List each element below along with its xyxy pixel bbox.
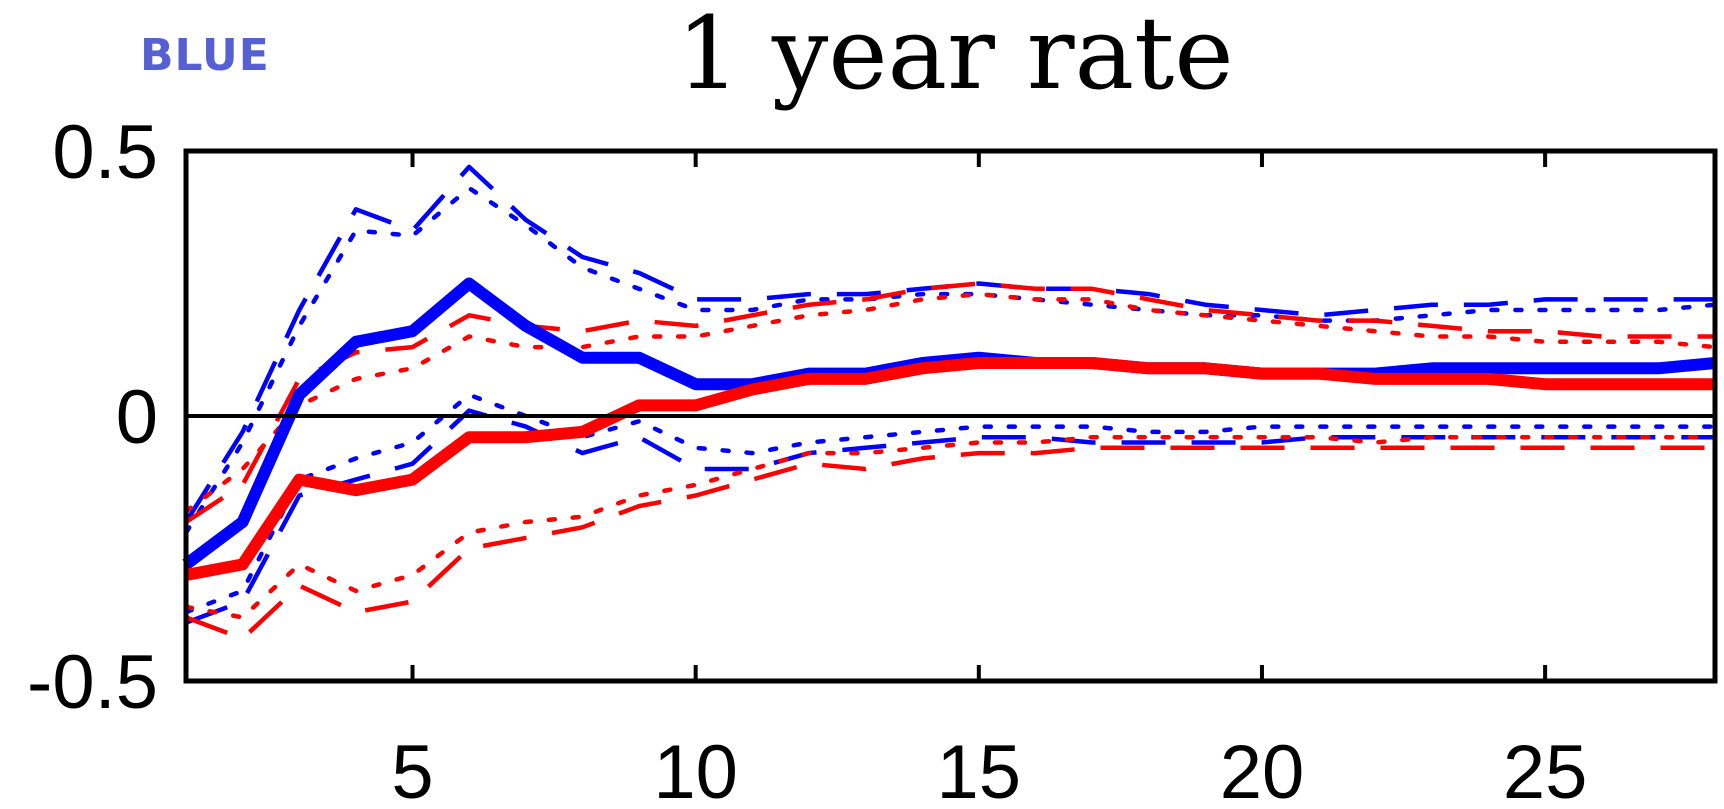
series-layer	[182, 164, 1718, 641]
series-line-9	[185, 445, 1715, 641]
series-line-3	[184, 164, 1715, 524]
chart-title: 1 year rate	[676, 0, 1233, 112]
series-line-10	[183, 434, 1718, 620]
y-tick-label: -0.5	[27, 640, 158, 725]
y-tick-label: 0.5	[52, 110, 158, 195]
x-tick-label: 5	[391, 730, 433, 809]
series-line-1	[182, 277, 1716, 570]
x-tick-label: 10	[653, 730, 738, 809]
plot-frame	[183, 148, 1718, 684]
x-tick-label: 15	[937, 730, 1022, 809]
corner-label: BLUE	[140, 30, 270, 81]
series-line-7	[184, 281, 1715, 524]
series-line-6	[183, 392, 1718, 615]
x-tick-label: 25	[1503, 730, 1588, 809]
axes-layer: 5 10 15 20 25 -0.5 0 0.5	[27, 110, 1718, 809]
series-line-2	[184, 357, 1715, 581]
x-tick-label: 20	[1220, 730, 1305, 809]
series-line-5	[185, 408, 1715, 625]
y-tick-label: 0	[116, 375, 158, 460]
